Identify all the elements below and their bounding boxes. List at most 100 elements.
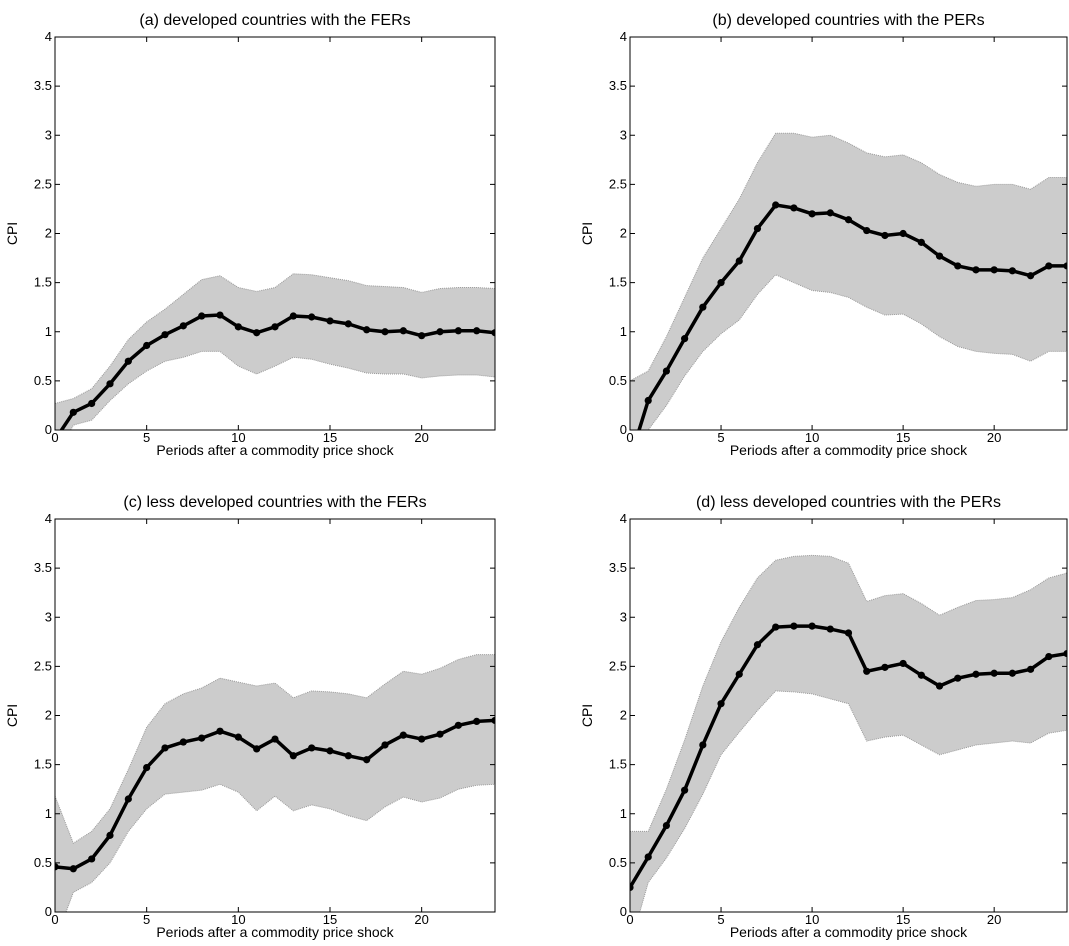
point bbox=[972, 670, 980, 678]
y-tick-label: 2 bbox=[620, 708, 627, 723]
plot-area bbox=[626, 132, 1067, 463]
point bbox=[55, 863, 59, 871]
point bbox=[491, 716, 495, 725]
point bbox=[772, 623, 780, 631]
point bbox=[917, 238, 925, 246]
point bbox=[271, 735, 279, 743]
point bbox=[179, 738, 187, 746]
x-tick-label: 0 bbox=[51, 430, 58, 445]
point bbox=[399, 731, 407, 739]
point bbox=[990, 266, 998, 274]
y-tick-label: 2.5 bbox=[609, 176, 627, 191]
y-tick-label: 2.5 bbox=[34, 176, 52, 191]
point bbox=[363, 756, 371, 764]
point bbox=[326, 317, 334, 325]
point bbox=[308, 313, 316, 321]
point bbox=[735, 670, 743, 678]
x-tick-label: 15 bbox=[896, 912, 910, 927]
x-tick-label: 15 bbox=[896, 430, 910, 445]
point bbox=[826, 625, 834, 633]
point bbox=[644, 853, 652, 861]
point bbox=[1008, 267, 1016, 275]
point bbox=[418, 332, 426, 340]
y-tick-label: 4 bbox=[620, 29, 627, 44]
point bbox=[972, 266, 980, 274]
point bbox=[124, 795, 132, 803]
y-tick-label: 1 bbox=[45, 806, 52, 821]
point bbox=[717, 700, 725, 708]
x-tick-label: 10 bbox=[231, 912, 245, 927]
y-tick-label: 0.5 bbox=[609, 855, 627, 870]
chart-title: (b) developed countries with the PERs bbox=[712, 12, 984, 29]
x-tick-label: 20 bbox=[414, 430, 428, 445]
point bbox=[143, 341, 151, 350]
y-tick-label: 0 bbox=[45, 904, 52, 919]
point bbox=[179, 322, 187, 330]
x-tick-label: 5 bbox=[717, 912, 724, 927]
y-axis-label: CPI bbox=[4, 704, 20, 727]
point bbox=[844, 216, 853, 224]
y-axis-label: CPI bbox=[4, 222, 20, 245]
point bbox=[326, 747, 334, 755]
point bbox=[954, 262, 962, 270]
point bbox=[662, 367, 671, 375]
point bbox=[826, 209, 834, 217]
point bbox=[454, 721, 462, 729]
point bbox=[418, 735, 426, 743]
point bbox=[289, 312, 297, 320]
y-tick-label: 0 bbox=[620, 422, 627, 437]
y-tick-label: 3 bbox=[45, 127, 52, 142]
point bbox=[234, 323, 242, 331]
y-tick-label: 3 bbox=[45, 609, 52, 624]
point bbox=[699, 741, 707, 749]
point bbox=[88, 855, 96, 863]
y-tick-label: 2 bbox=[620, 226, 627, 241]
panel: 0 0.5 1 1.5 2 2.5 3 3.5 4 0 5 10 15 20 (b) developed c… bbox=[579, 12, 1068, 463]
point bbox=[735, 257, 743, 265]
point bbox=[69, 408, 77, 416]
y-tick-label: 0.5 bbox=[34, 855, 52, 870]
point bbox=[935, 682, 944, 690]
y-tick-label: 4 bbox=[620, 511, 627, 526]
x-tick-label: 15 bbox=[323, 430, 337, 445]
point bbox=[1026, 665, 1035, 673]
point bbox=[143, 763, 151, 772]
plot-area bbox=[55, 654, 495, 912]
panel: 0 0.5 1 1.5 2 2.5 3 3.5 4 0 5 10 15 20 (d) less develo… bbox=[579, 494, 1068, 940]
point bbox=[681, 786, 689, 794]
panel: 0 0.5 1 1.5 2 2.5 3 3.5 4 0 5 10 15 20 (c) less develo… bbox=[4, 494, 496, 940]
point bbox=[1045, 262, 1053, 270]
chart-title: (c) less developed countries with the FE… bbox=[123, 494, 426, 511]
x-tick-label: 20 bbox=[987, 430, 1001, 445]
confidence-band bbox=[630, 132, 1067, 430]
point bbox=[717, 279, 725, 287]
point bbox=[1063, 262, 1067, 270]
point bbox=[473, 717, 481, 725]
y-tick-label: 0 bbox=[45, 422, 52, 437]
point bbox=[863, 226, 871, 235]
point bbox=[436, 328, 444, 336]
plot-area bbox=[630, 554, 1067, 912]
point bbox=[630, 883, 634, 892]
point bbox=[626, 456, 633, 463]
y-tick-label: 3.5 bbox=[609, 78, 627, 93]
point bbox=[381, 328, 389, 336]
x-axis-label: Periods after a commodity price shock bbox=[156, 924, 394, 940]
point bbox=[772, 201, 780, 209]
panel: 0 0.5 1 1.5 2 2.5 3 3.5 4 0 5 10 15 20 (a) developed c… bbox=[4, 12, 496, 458]
point bbox=[381, 741, 389, 749]
y-tick-label: 1.5 bbox=[34, 757, 52, 772]
point bbox=[844, 629, 853, 637]
x-tick-label: 10 bbox=[805, 430, 819, 445]
y-tick-label: 4 bbox=[45, 29, 52, 44]
x-tick-label: 20 bbox=[987, 912, 1001, 927]
point bbox=[790, 622, 798, 630]
chart-title: (a) developed countries with the FERs bbox=[139, 12, 410, 29]
point bbox=[69, 865, 77, 873]
point bbox=[990, 669, 998, 677]
point bbox=[216, 727, 224, 735]
point bbox=[253, 329, 261, 337]
point bbox=[88, 399, 96, 408]
point bbox=[106, 380, 114, 388]
y-tick-label: 0 bbox=[620, 904, 627, 919]
